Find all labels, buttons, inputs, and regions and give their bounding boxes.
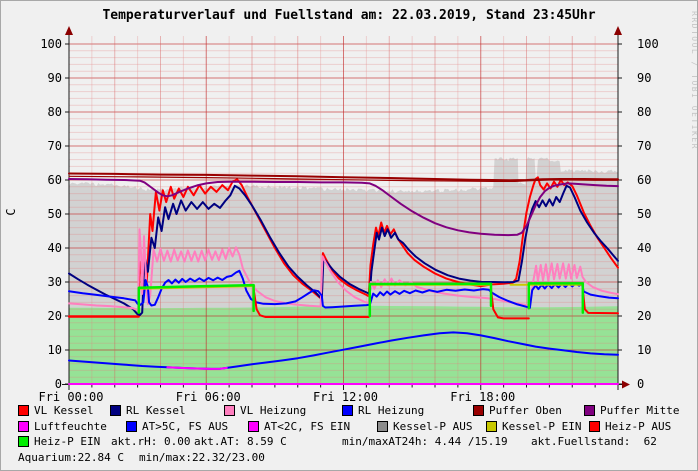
legend-stat: min/max:22.32/23.00 bbox=[139, 451, 265, 464]
series-heiz-p-ein bbox=[137, 282, 585, 318]
legend-label: Luftfeuchte bbox=[34, 419, 107, 433]
legend-label: Heiz-P AUS bbox=[605, 419, 672, 433]
legend-label: AT>5C, FS AUS bbox=[142, 419, 229, 433]
legend-label: akt.rH: 0.00 bbox=[111, 435, 191, 449]
y-tick-label-left: 70 bbox=[48, 139, 62, 153]
legend-swatch bbox=[224, 405, 235, 417]
legend-label: VL Kessel bbox=[34, 404, 94, 418]
legend-swatch bbox=[589, 420, 600, 432]
legend-item: Heiz-P EIN bbox=[18, 435, 111, 448]
series-at-magenta bbox=[166, 366, 228, 370]
y-tick-label-right: 20 bbox=[637, 309, 651, 323]
legend-swatch bbox=[584, 405, 595, 417]
legend-label: Puffer Mitte bbox=[600, 404, 680, 418]
legend-swatch bbox=[486, 420, 497, 432]
legend-label: Kessel-P AUS bbox=[393, 419, 473, 433]
y-tick-label-left: 60 bbox=[48, 173, 62, 187]
series-rl-kessel bbox=[68, 184, 619, 316]
legend-row: Aquarium:22.84 C min/max:22.32/23.00 bbox=[18, 450, 693, 466]
legend-label: VL Heizung bbox=[240, 404, 307, 418]
series-puffer-oben-max bbox=[68, 175, 619, 182]
legend-item: Puffer Oben bbox=[473, 404, 584, 417]
y-tick-label-right: 70 bbox=[637, 139, 651, 153]
legend-label: akt.Fuellstand: 62 bbox=[531, 435, 657, 449]
series-vl-heizung bbox=[68, 228, 619, 311]
legend-stat: akt.rH: 0.00 bbox=[111, 435, 194, 448]
chart-legend: VL Kessel RL Kessel VL Heizung RL Heizung Pu… bbox=[18, 403, 693, 465]
x-tick-label: Fri 18:00 bbox=[450, 390, 515, 403]
legend-item: RL Kessel bbox=[110, 404, 224, 417]
legend-stat: akt.AT: 8.59 C bbox=[194, 435, 342, 448]
legend-row: Luftfeuchte AT>5C, FS AUS AT<2C, FS EIN Kes… bbox=[18, 419, 693, 435]
legend-label: Puffer Oben bbox=[489, 404, 562, 418]
gridlines bbox=[69, 36, 618, 385]
legend-swatch bbox=[18, 436, 29, 448]
legend-item: Kessel-P AUS bbox=[377, 420, 486, 433]
legend-stat: Aquarium:22.84 C bbox=[18, 451, 139, 464]
legend-item: Kessel-P EIN bbox=[486, 420, 589, 433]
legend-label: min/maxAT24h: 4.44 /15.19 bbox=[342, 435, 508, 449]
legend-swatch bbox=[377, 420, 388, 432]
rrdtool-watermark: RRDTOOL / TOBI OETIKER bbox=[690, 11, 698, 150]
legend-row: Heiz-P EIN akt.rH: 0.00 akt.AT: 8.59 C min/… bbox=[18, 434, 693, 450]
legend-item: AT>5C, FS AUS bbox=[126, 420, 248, 433]
legend-item: RL Heizung bbox=[342, 404, 473, 417]
y-tick-label-right: 60 bbox=[637, 173, 651, 187]
legend-label: min/max:22.32/23.00 bbox=[139, 450, 265, 464]
x-tick-label: Fri 12:00 bbox=[313, 390, 378, 403]
legend-swatch bbox=[126, 420, 137, 432]
axis-labels: 0 0 10 10 20 20 30 30 40 40 50 50 60 60 70 70 80 80 90 90 10… bbox=[4, 37, 659, 403]
legend-item: Puffer Mitte bbox=[584, 404, 679, 417]
y-tick-label-left: 100 bbox=[40, 37, 62, 51]
legend-row: VL Kessel RL Kessel VL Heizung RL Heizung Pu… bbox=[18, 403, 693, 419]
legend-swatch bbox=[342, 405, 353, 417]
y-tick-label-left: 80 bbox=[48, 105, 62, 119]
y-tick-label-left: 90 bbox=[48, 71, 62, 85]
legend-label: RL Kessel bbox=[126, 404, 186, 418]
legend-item: AT<2C, FS EIN bbox=[248, 420, 377, 433]
legend-label: RL Heizung bbox=[358, 404, 425, 418]
legend-item: VL Heizung bbox=[224, 404, 342, 417]
y-tick-label-right: 40 bbox=[637, 241, 651, 255]
x-tick-label: Fri 06:00 bbox=[176, 390, 241, 403]
y-tick-label-right: 100 bbox=[637, 37, 659, 51]
legend-label: Kessel-P EIN bbox=[502, 419, 582, 433]
y-tick-label-right: 0 bbox=[637, 377, 644, 391]
y-tick-label-left: 40 bbox=[48, 241, 62, 255]
series-puffer-mitte bbox=[68, 178, 619, 237]
y-tick-label-right: 10 bbox=[637, 343, 651, 357]
legend-swatch bbox=[18, 420, 29, 432]
chart-canvas: 0 0 10 10 20 20 30 30 40 40 50 50 60 60 70 70 80 80 90 90 10… bbox=[4, 11, 698, 403]
legend-item: Heiz-P AUS bbox=[589, 420, 671, 433]
y-tick-label-right: 80 bbox=[637, 105, 651, 119]
legend-item: VL Kessel bbox=[18, 404, 110, 417]
legend-swatch bbox=[110, 405, 121, 417]
legend-label: AT<2C, FS EIN bbox=[264, 419, 351, 433]
chart-title: Temperaturverlauf und Fuellstand am: 22.… bbox=[102, 8, 596, 23]
legend-swatch bbox=[473, 405, 484, 417]
y-tick-label-right: 90 bbox=[637, 71, 651, 85]
legend-swatch bbox=[18, 405, 29, 417]
legend-swatch bbox=[248, 420, 259, 432]
legend-label: akt.AT: 8.59 C bbox=[194, 435, 287, 449]
y-tick-label-left: 50 bbox=[48, 207, 62, 221]
legend-label: Heiz-P EIN bbox=[34, 435, 101, 449]
y-axis-title: C bbox=[4, 208, 18, 215]
y-tick-label-left: 20 bbox=[48, 309, 62, 323]
y-tick-label-right: 50 bbox=[637, 207, 651, 221]
series-puffer-oben bbox=[68, 172, 619, 182]
legend-stat: akt.Fuellstand: 62 bbox=[531, 435, 657, 448]
legend-item: Luftfeuchte bbox=[18, 420, 126, 433]
y-tick-label-left: 0 bbox=[55, 377, 62, 391]
y-tick-label-left: 10 bbox=[48, 343, 62, 357]
y-tick-label-right: 30 bbox=[637, 275, 651, 289]
legend-stat: min/maxAT24h: 4.44 /15.19 bbox=[342, 435, 531, 448]
legend-label: Aquarium:22.84 C bbox=[18, 450, 124, 464]
x-tick-label: Fri 00:00 bbox=[38, 390, 103, 403]
y-tick-label-left: 30 bbox=[48, 275, 62, 289]
